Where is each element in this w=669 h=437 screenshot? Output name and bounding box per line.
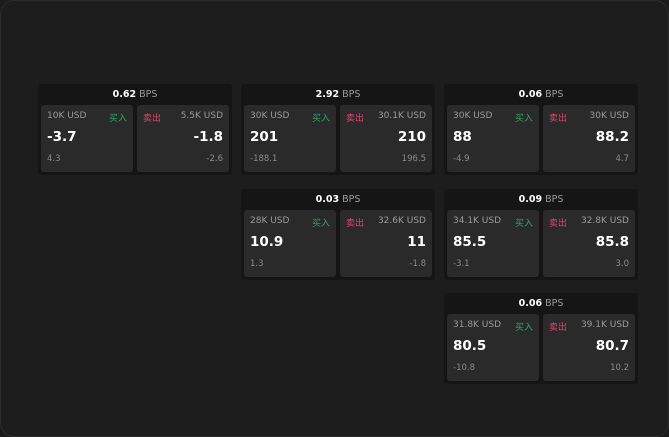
buy-change: 4.3 <box>47 154 61 164</box>
spread-value: 0.62 <box>112 89 137 100</box>
spread-value: 2.92 <box>315 89 340 100</box>
buy-label: 买入 <box>311 219 330 229</box>
buy-price: 80.5 <box>453 338 487 354</box>
sell-price: -1.8 <box>193 129 223 145</box>
sell-label: 卖出 <box>549 114 568 124</box>
sell-size: 30.1K USD <box>377 111 426 121</box>
buy-label: 买入 <box>311 114 330 124</box>
buy-change: -3.1 <box>453 259 470 269</box>
sell-cell[interactable]: 卖出 30K USD 88.2 4.7 <box>543 105 635 172</box>
buy-change: -188.1 <box>250 154 278 164</box>
sell-size: 39.1K USD <box>580 320 629 330</box>
buy-label: 买入 <box>514 114 533 124</box>
quote-card: 0.62 BPS 10K USD 买入 -3.7 4.3 卖出 5.5K USD -… <box>38 84 232 175</box>
buy-price: 201 <box>250 129 279 145</box>
sell-price: 210 <box>397 129 426 145</box>
buy-change: 1.3 <box>250 259 264 269</box>
sell-cell[interactable]: 卖出 32.6K USD 11 -1.8 <box>340 210 432 277</box>
buy-size: 28K USD <box>250 216 290 226</box>
buy-label: 买入 <box>108 114 127 124</box>
sell-size: 5.5K USD <box>180 111 223 121</box>
buy-price: 88 <box>453 129 472 145</box>
spread-unit: BPS <box>342 89 361 100</box>
spread-unit: BPS <box>545 89 564 100</box>
quote-card: 0.09 BPS 34.1K USD 买入 85.5 -3.1 卖出 32.8K U… <box>444 189 638 280</box>
buy-price: -3.7 <box>47 129 77 145</box>
spread-unit: BPS <box>545 194 564 205</box>
sell-cell[interactable]: 卖出 30.1K USD 210 196.5 <box>340 105 432 172</box>
sell-price: 80.7 <box>595 338 629 354</box>
sell-price: 88.2 <box>595 129 629 145</box>
buy-price: 85.5 <box>453 234 487 250</box>
sell-change: 196.5 <box>401 154 426 164</box>
spread-value: 0.03 <box>315 194 340 205</box>
spread-header: 0.09 BPS <box>444 189 638 210</box>
sell-change: 4.7 <box>615 154 629 164</box>
quote-card: 0.06 BPS 30K USD 买入 88 -4.9 卖出 30K USD 88.… <box>444 84 638 175</box>
buy-size: 30K USD <box>453 111 493 121</box>
buy-size: 31.8K USD <box>453 320 502 330</box>
spread-value: 0.06 <box>518 89 543 100</box>
quote-card: 0.03 BPS 28K USD 买入 10.9 1.3 卖出 32.6K USD … <box>241 189 435 280</box>
sell-price: 11 <box>407 234 426 250</box>
spread-header: 0.06 BPS <box>444 84 638 105</box>
sell-change: 3.0 <box>615 259 629 269</box>
buy-cell[interactable]: 28K USD 买入 10.9 1.3 <box>244 210 336 277</box>
buy-size: 10K USD <box>47 111 87 121</box>
buy-size: 34.1K USD <box>453 216 502 226</box>
buy-cell[interactable]: 30K USD 买入 201 -188.1 <box>244 105 336 172</box>
spread-unit: BPS <box>545 298 564 309</box>
sell-cell[interactable]: 卖出 32.8K USD 85.8 3.0 <box>543 210 635 277</box>
buy-label: 买入 <box>514 219 533 229</box>
sell-label: 卖出 <box>346 219 365 229</box>
sell-label: 卖出 <box>549 323 568 333</box>
sell-label: 卖出 <box>549 219 568 229</box>
spread-unit: BPS <box>342 194 361 205</box>
buy-cell[interactable]: 10K USD 买入 -3.7 4.3 <box>41 105 133 172</box>
sell-size: 32.6K USD <box>377 216 426 226</box>
sell-change: -2.6 <box>206 154 223 164</box>
quote-card: 2.92 BPS 30K USD 买入 201 -188.1 卖出 30.1K US… <box>241 84 435 175</box>
sell-size: 32.8K USD <box>580 216 629 226</box>
sell-price: 85.8 <box>595 234 629 250</box>
sell-change: 10.2 <box>610 363 629 373</box>
sell-label: 卖出 <box>346 114 365 124</box>
buy-cell[interactable]: 30K USD 买入 88 -4.9 <box>447 105 539 172</box>
quote-card: 0.06 BPS 31.8K USD 买入 80.5 -10.8 卖出 39.1K … <box>444 293 638 384</box>
spread-header: 0.62 BPS <box>38 84 232 105</box>
spread-value: 0.06 <box>518 298 543 309</box>
buy-change: -4.9 <box>453 154 470 164</box>
buy-price: 10.9 <box>250 234 284 250</box>
sell-cell[interactable]: 卖出 39.1K USD 80.7 10.2 <box>543 314 635 381</box>
buy-cell[interactable]: 34.1K USD 买入 85.5 -3.1 <box>447 210 539 277</box>
buy-cell[interactable]: 31.8K USD 买入 80.5 -10.8 <box>447 314 539 381</box>
spread-header: 0.03 BPS <box>241 189 435 210</box>
spread-unit: BPS <box>139 89 158 100</box>
sell-label: 卖出 <box>143 114 162 124</box>
sell-cell[interactable]: 卖出 5.5K USD -1.8 -2.6 <box>137 105 229 172</box>
buy-size: 30K USD <box>250 111 290 121</box>
spread-header: 2.92 BPS <box>241 84 435 105</box>
sell-size: 30K USD <box>589 111 629 121</box>
buy-change: -10.8 <box>453 363 475 373</box>
spread-value: 0.09 <box>518 194 543 205</box>
spread-header: 0.06 BPS <box>444 293 638 314</box>
sell-change: -1.8 <box>409 259 426 269</box>
buy-label: 买入 <box>514 323 533 333</box>
